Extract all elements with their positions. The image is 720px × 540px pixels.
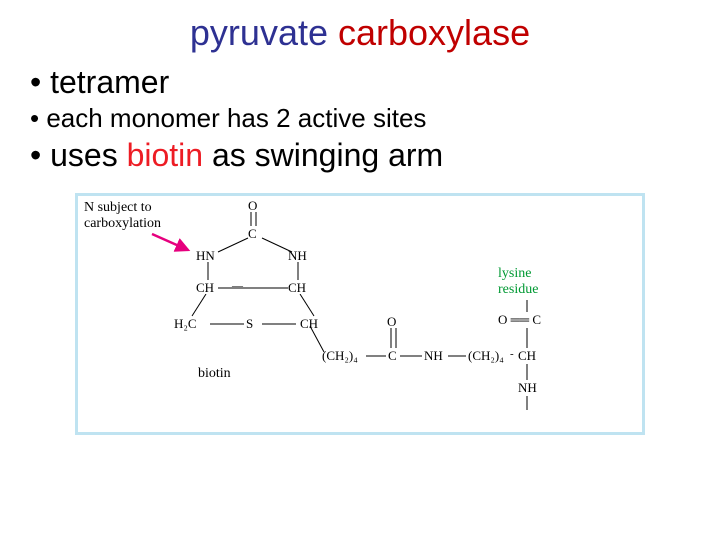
biotin-structure-figure: N subject to carboxylation O C HN NH bbox=[75, 193, 645, 435]
slide-title: pyruvate carboxylase bbox=[0, 0, 720, 62]
lysine-label-2: residue bbox=[498, 282, 538, 298]
arrow-icon bbox=[148, 230, 198, 256]
bullet-list: • tetramer • each monomer has 2 active s… bbox=[0, 62, 720, 175]
bullet-monomer: • each monomer has 2 active sites bbox=[30, 102, 720, 135]
carboxylation-note-1: N subject to bbox=[84, 200, 152, 216]
lysine-label-1: lysine bbox=[498, 266, 531, 282]
bond-v3 bbox=[526, 364, 528, 380]
biotin-label: biotin bbox=[198, 366, 231, 382]
ring-ch-ch-bond bbox=[218, 287, 288, 289]
atom-OC-side: O ══ C bbox=[498, 312, 541, 328]
title-part-1: pyruvate bbox=[190, 12, 328, 53]
bond-a bbox=[366, 355, 386, 357]
bond-v1 bbox=[526, 300, 528, 312]
double-bond-top bbox=[247, 212, 261, 226]
bond-v2 bbox=[526, 328, 528, 348]
atom-NH-bottom: NH bbox=[518, 380, 537, 396]
bullet-biotin: • uses biotin as swinging arm bbox=[30, 135, 720, 175]
atom-O-link: O bbox=[387, 314, 396, 330]
bond-b bbox=[400, 355, 422, 357]
atom-S: S bbox=[246, 316, 253, 332]
ring-dash: — bbox=[232, 280, 243, 292]
group-CH2-4-a: (CH₂)₄ bbox=[322, 348, 358, 364]
title-part-2: carboxylase bbox=[338, 12, 530, 53]
ring-vert-bonds bbox=[202, 262, 312, 280]
bullet-biotin-pre: • uses bbox=[30, 137, 127, 173]
atom-CH-side: CH bbox=[518, 348, 536, 364]
figure-container: N subject to carboxylation O C HN NH bbox=[75, 193, 645, 435]
bullet-biotin-accent: biotin bbox=[127, 137, 204, 173]
group-CH2-4-b: (CH₂)₄ bbox=[468, 348, 504, 364]
dash-ch: - bbox=[510, 348, 514, 360]
atom-H2C: H₂C bbox=[174, 316, 197, 332]
atom-C-link: C bbox=[388, 348, 397, 364]
double-bond-link bbox=[388, 328, 400, 348]
atom-NH-link: NH bbox=[424, 348, 443, 364]
bullet-biotin-post: as swinging arm bbox=[203, 137, 443, 173]
bond-v4 bbox=[526, 396, 528, 410]
bond-c bbox=[448, 355, 466, 357]
bullet-tetramer: • tetramer bbox=[30, 62, 720, 102]
